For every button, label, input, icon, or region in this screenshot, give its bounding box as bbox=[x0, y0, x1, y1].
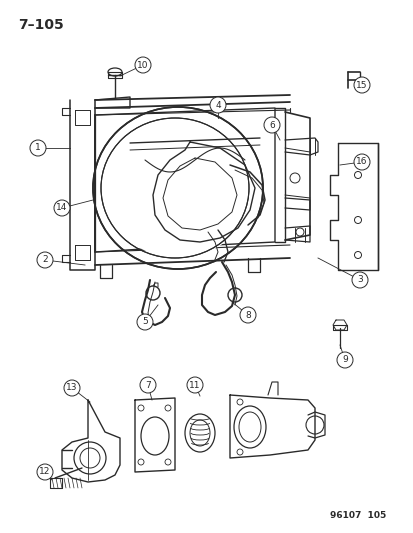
Ellipse shape bbox=[104, 118, 252, 258]
Text: 4: 4 bbox=[215, 101, 220, 109]
Text: 15: 15 bbox=[356, 80, 367, 90]
Text: 14: 14 bbox=[56, 204, 67, 213]
Text: 1: 1 bbox=[35, 143, 41, 152]
Circle shape bbox=[30, 140, 46, 156]
Text: 3: 3 bbox=[356, 276, 362, 285]
Text: 8: 8 bbox=[244, 311, 250, 319]
Circle shape bbox=[140, 377, 156, 393]
Circle shape bbox=[37, 252, 53, 268]
Text: 2: 2 bbox=[42, 255, 47, 264]
Text: 7–105: 7–105 bbox=[18, 18, 64, 32]
Circle shape bbox=[353, 154, 369, 170]
Circle shape bbox=[54, 200, 70, 216]
Circle shape bbox=[353, 77, 369, 93]
Circle shape bbox=[263, 117, 279, 133]
Text: 6: 6 bbox=[268, 120, 274, 130]
Text: 9: 9 bbox=[341, 356, 347, 365]
Circle shape bbox=[187, 377, 202, 393]
Circle shape bbox=[351, 272, 367, 288]
Circle shape bbox=[240, 307, 255, 323]
Text: 16: 16 bbox=[356, 157, 367, 166]
Text: 10: 10 bbox=[137, 61, 148, 69]
Circle shape bbox=[37, 464, 53, 480]
Circle shape bbox=[137, 314, 153, 330]
Text: 11: 11 bbox=[189, 381, 200, 390]
Circle shape bbox=[336, 352, 352, 368]
Circle shape bbox=[64, 380, 80, 396]
Text: 13: 13 bbox=[66, 384, 78, 392]
Circle shape bbox=[135, 57, 151, 73]
Text: 12: 12 bbox=[39, 467, 50, 477]
Text: 96107  105: 96107 105 bbox=[329, 511, 385, 520]
Text: 7: 7 bbox=[145, 381, 150, 390]
Circle shape bbox=[209, 97, 225, 113]
Text: 5: 5 bbox=[142, 318, 147, 327]
